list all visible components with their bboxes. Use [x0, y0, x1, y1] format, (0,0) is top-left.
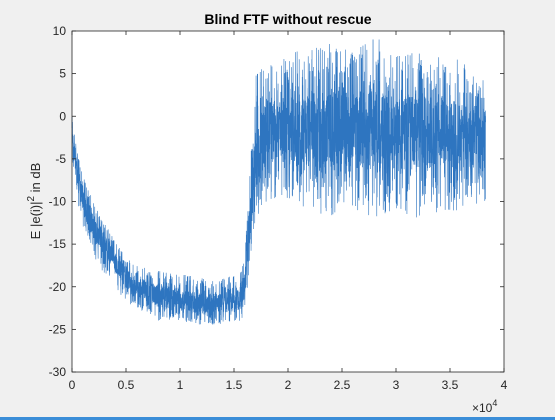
- y-tick-label: -15: [49, 237, 67, 251]
- x-tick-label: 2: [285, 378, 292, 392]
- x-exponent-base: ×10: [472, 401, 493, 415]
- y-tick-label: -20: [49, 280, 67, 294]
- x-tick-label: 1.5: [226, 378, 243, 392]
- x-tick-label: 3: [393, 378, 400, 392]
- y-tick-label: 5: [59, 67, 66, 81]
- y-tick-label: 0: [59, 109, 66, 123]
- y-axis-label-superscript: 2: [26, 195, 37, 201]
- y-tick-label: -5: [55, 152, 66, 166]
- y-axis: -30 -25 -20 -15 -10 -5 0 5 10: [49, 24, 504, 379]
- y-axis-label-suffix: in dB: [28, 163, 43, 196]
- y-tick-label: -10: [49, 195, 67, 209]
- window-bottom-border: [0, 417, 555, 420]
- y-tick-label: 10: [53, 24, 67, 38]
- y-tick-label: -30: [49, 365, 67, 379]
- y-axis-label-prefix: E |e(i)|: [28, 201, 43, 239]
- x-tick-label: 4: [501, 378, 508, 392]
- x-tick-label: 3.5: [442, 378, 459, 392]
- series-line: [71, 39, 486, 325]
- x-exponent-power: 4: [492, 398, 497, 408]
- series-layer: [71, 39, 486, 325]
- x-tick-label: 0: [69, 378, 76, 392]
- chart-title: Blind FTF without rescue: [204, 11, 371, 27]
- x-exponent-label: ×104: [472, 398, 497, 415]
- x-tick-label: 2.5: [334, 378, 351, 392]
- y-axis-label: E |e(i)|2 in dB: [26, 163, 43, 240]
- x-tick-label: 0.5: [118, 378, 135, 392]
- y-tick-label: -25: [49, 322, 67, 336]
- x-axis: 0 0.5 1 1.5 2 2.5 3 3.5 4: [69, 31, 508, 392]
- x-tick-label: 1: [177, 378, 184, 392]
